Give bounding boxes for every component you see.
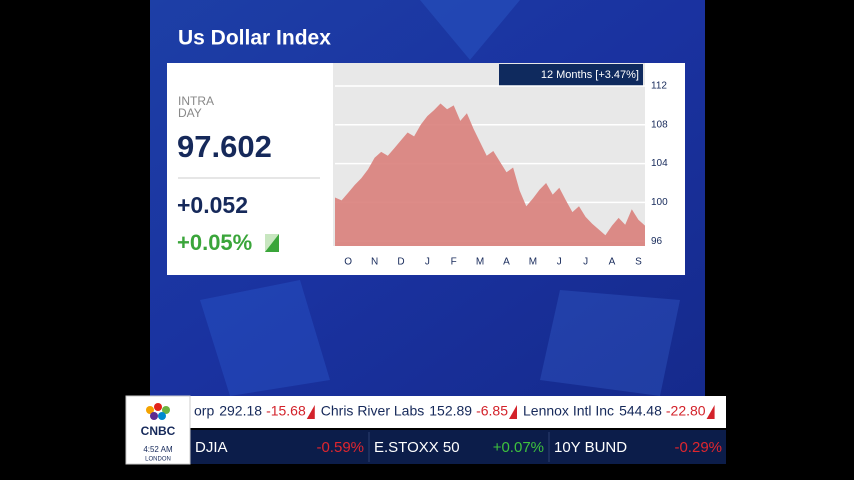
time: 4:52 AM <box>143 445 173 454</box>
stock-change: -22.80 <box>666 403 706 419</box>
x-tick-label: O <box>344 257 352 268</box>
x-tick-label: J <box>557 257 562 268</box>
x-tick-label: J <box>425 257 430 268</box>
stock-name: orp <box>194 403 214 419</box>
peacock <box>146 406 154 414</box>
peacock <box>154 403 162 411</box>
up-icon <box>265 234 279 252</box>
x-tick-label: N <box>371 257 378 268</box>
stock-price: 544.48 <box>619 403 662 419</box>
bg-shape <box>540 290 680 396</box>
index-name: E.STOXX 50 <box>374 439 460 456</box>
y-tick-label: 104 <box>651 158 668 169</box>
y-tick-label: 112 <box>651 81 667 92</box>
x-axis-bar <box>333 246 645 275</box>
x-tick-label: A <box>609 257 616 268</box>
stock-change: -15.68 <box>266 403 306 419</box>
period-wrap: INTRA DAY <box>178 95 214 120</box>
chart: 96 100 104 108 112 O N D J F M A M J J A S <box>333 81 668 275</box>
logo: CNBC <box>141 424 176 438</box>
city: LONDON <box>145 457 171 463</box>
stock-change: -6.85 <box>476 403 508 419</box>
index-name: 10Y BUND <box>554 439 627 456</box>
period-box <box>499 64 643 86</box>
stock-price: 152.89 <box>429 403 472 419</box>
ticker-top <box>126 396 726 428</box>
x-tick-label: A <box>503 257 510 268</box>
percent: +0.05% <box>177 230 252 255</box>
stock-name: Lennox Intl Inc <box>523 403 614 419</box>
index-change: -0.59% <box>316 439 364 456</box>
stock-name: Chris River Labs <box>321 403 424 419</box>
ticker-bottom <box>126 430 726 464</box>
x-tick-label: D <box>397 257 404 268</box>
y-tick-label: 100 <box>651 197 668 208</box>
x-tick-label: S <box>635 257 642 268</box>
intraday-label: INTRA DAY <box>178 95 214 120</box>
bg-shape <box>200 280 330 396</box>
peacock <box>162 406 170 414</box>
bg-shape <box>420 0 520 60</box>
index-name: DJIA <box>195 439 228 456</box>
x-tick-label: J <box>583 257 588 268</box>
change: +0.052 <box>177 192 248 218</box>
index-change: +0.07% <box>493 439 544 456</box>
down-icon <box>306 405 315 419</box>
peacock <box>158 412 166 420</box>
y-tick-label: 96 <box>651 236 663 247</box>
x-tick-label: M <box>529 257 537 268</box>
down-icon <box>706 405 715 419</box>
peacock <box>150 412 158 420</box>
stock-price: 292.18 <box>219 403 262 419</box>
x-tick-label: M <box>476 257 484 268</box>
period-label: 12 Months [+3.47%] <box>541 69 639 81</box>
x-tick-label: F <box>451 257 457 268</box>
price: 97.602 <box>177 129 272 164</box>
index-change: -0.29% <box>674 439 722 456</box>
down-icon <box>509 405 517 419</box>
title: Us Dollar Index <box>178 27 331 50</box>
y-tick-label: 108 <box>651 119 668 130</box>
area <box>335 103 645 246</box>
